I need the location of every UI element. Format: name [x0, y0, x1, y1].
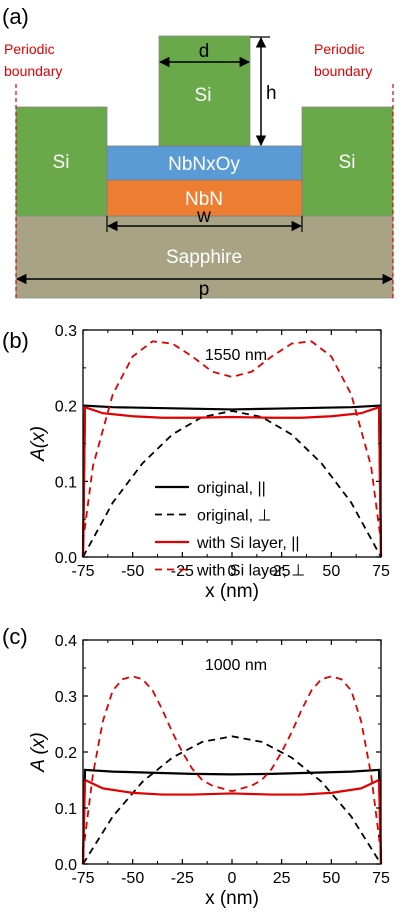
schematic-panel: (a) Si Si Si NbNxOy NbN Sapphire Periodi…	[2, 4, 394, 300]
x-tick-label: -25	[171, 870, 194, 887]
y-tick-label: 0.4	[55, 633, 77, 650]
wavelength-annotation: 1000 nm	[205, 657, 267, 674]
y-tick-label: 0.2	[55, 399, 77, 416]
si-right-label: Si	[339, 152, 356, 173]
x-tick-label: -50	[121, 563, 144, 580]
dim-h-label: h	[266, 83, 277, 104]
legend-entry: original, ||	[197, 480, 266, 497]
y-tick-label: 0.3	[55, 689, 77, 706]
series-line-0	[81, 404, 383, 558]
y-tick-label: 0.3	[55, 323, 77, 340]
oxide-layer	[106, 145, 303, 181]
y-tick-label: 0.0	[55, 857, 77, 874]
x-tick-label: 75	[372, 870, 390, 887]
y-tick-label: 0.2	[55, 745, 77, 762]
x-tick-label: -50	[121, 870, 144, 887]
panel-label-b: (b)	[2, 328, 29, 353]
y-axis-label: A(x)	[28, 426, 49, 462]
legend-entry: with Si layer, ⊥	[196, 563, 305, 580]
x-tick-label: 50	[322, 870, 340, 887]
series-line-2	[81, 778, 383, 865]
x-tick-label: 0	[228, 563, 237, 580]
boundary-right-line1: Periodic	[314, 41, 365, 57]
dim-d-label: d	[199, 41, 210, 62]
series-line-1	[82, 410, 382, 558]
series-line-3	[82, 340, 382, 542]
si-block-right	[301, 106, 394, 217]
legend-entry: original, ⊥	[197, 508, 271, 525]
si-block-left	[15, 106, 108, 217]
boundary-left-line2: boundary	[4, 63, 62, 79]
x-tick-label: 25	[273, 563, 291, 580]
si-center-label: Si	[195, 85, 212, 106]
y-axis-label: A (x)	[28, 732, 49, 772]
x-tick-label: -75	[71, 870, 94, 887]
oxide-label: NbNxOy	[168, 154, 240, 175]
wavelength-annotation: 1550 nm	[205, 347, 267, 364]
x-tick-label: -25	[171, 563, 194, 580]
y-tick-label: 0.0	[55, 550, 77, 567]
si-left-label: Si	[53, 152, 70, 173]
series-line-3	[82, 675, 382, 853]
x-axis-label: x (nm)	[205, 888, 259, 909]
y-tick-label: 0.1	[55, 801, 77, 818]
nbn-label: NbN	[185, 189, 223, 210]
chart-b: -75 -50 -25 0 25 50 75 0.0 0.1 0.2 0.3 x (nm) A(x) 15…	[28, 323, 390, 602]
nbn-layer	[106, 179, 303, 217]
si-block-center	[158, 35, 251, 147]
chart-c: -75 -50 -25 0 25 50 75 0.0 0.1 0.2 0.3 0.4 x (nm) A (…	[28, 633, 390, 909]
y-tick-label: 0.1	[55, 474, 77, 491]
sapphire-label: Sapphire	[166, 247, 242, 268]
series-line-0	[81, 768, 383, 865]
x-axis-label: x (nm)	[205, 581, 259, 602]
series-line-1	[82, 735, 382, 865]
x-tick-label: 0	[228, 870, 237, 887]
dim-p-label: p	[199, 279, 210, 300]
dim-w-label: w	[196, 206, 211, 227]
x-tick-label: -75	[71, 563, 94, 580]
series-line-2	[81, 405, 383, 558]
legend-entry: with Si layer, ||	[196, 535, 300, 552]
x-tick-label: 75	[372, 563, 390, 580]
boundary-right-line2: boundary	[314, 63, 372, 79]
x-tick-label: 25	[273, 870, 291, 887]
panel-label-c: (c)	[2, 624, 28, 649]
boundary-left-line1: Periodic	[4, 41, 55, 57]
panel-label-a: (a)	[2, 4, 29, 29]
x-tick-label: 50	[322, 563, 340, 580]
